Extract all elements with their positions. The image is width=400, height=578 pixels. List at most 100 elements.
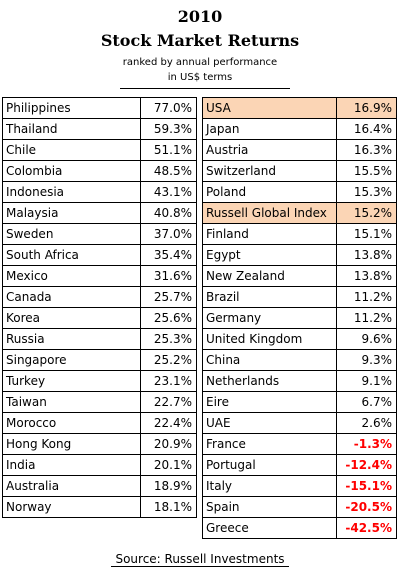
country-cell: Switzerland xyxy=(202,160,337,182)
table-row: Russia 25.3% xyxy=(2,328,197,350)
country-cell: Japan xyxy=(202,118,337,140)
table-row: United Kingdom 9.6% xyxy=(202,328,397,350)
country-cell: Indonesia xyxy=(2,181,141,203)
country-cell: Greece xyxy=(202,517,337,539)
country-cell: Italy xyxy=(202,475,337,497)
table-row: Korea 25.6% xyxy=(2,307,197,329)
return-cell: 25.2% xyxy=(140,349,197,371)
table-row: Poland 15.3% xyxy=(202,181,397,203)
return-cell: 11.2% xyxy=(336,307,397,329)
return-cell: 25.3% xyxy=(140,328,197,350)
country-cell: New Zealand xyxy=(202,265,337,287)
country-cell: USA xyxy=(202,97,337,119)
table-row: Brazil 11.2% xyxy=(202,286,397,308)
return-cell: 23.1% xyxy=(140,370,197,392)
return-cell: 25.7% xyxy=(140,286,197,308)
country-cell: Morocco xyxy=(2,412,141,434)
country-cell: Germany xyxy=(202,307,337,329)
table-row: Portugal -12.4% xyxy=(202,454,397,476)
return-cell: 48.5% xyxy=(140,160,197,182)
ranking-note: ranked by annual performance xyxy=(122,57,278,68)
table-row: Russell Global Index 15.2% xyxy=(202,202,397,224)
return-cell: -12.4% xyxy=(336,454,397,476)
table-row: Netherlands 9.1% xyxy=(202,370,397,392)
country-cell: Russia xyxy=(2,328,141,350)
country-cell: Colombia xyxy=(2,160,141,182)
table-row: USA 16.9% xyxy=(202,97,397,119)
return-cell: 31.6% xyxy=(140,265,197,287)
table-row: France -1.3% xyxy=(202,433,397,455)
country-cell: Norway xyxy=(2,496,141,518)
return-cell: 25.6% xyxy=(140,307,197,329)
return-cell: 13.8% xyxy=(336,265,397,287)
country-cell: Egypt xyxy=(202,244,337,266)
table-row: Taiwan 22.7% xyxy=(2,391,197,413)
table-row: Hong Kong 20.9% xyxy=(2,433,197,455)
table-row: Sweden 37.0% xyxy=(2,223,197,245)
return-cell: 9.3% xyxy=(336,349,397,371)
table-row: Turkey 23.1% xyxy=(2,370,197,392)
table-row: Finland 15.1% xyxy=(202,223,397,245)
return-cell: 9.6% xyxy=(336,328,397,350)
table-row: China 9.3% xyxy=(202,349,397,371)
country-cell: Thailand xyxy=(2,118,141,140)
table-row: Australia 18.9% xyxy=(2,475,197,497)
country-cell: Austria xyxy=(202,139,337,161)
table-row: Morocco 22.4% xyxy=(2,412,197,434)
country-cell: India xyxy=(2,454,141,476)
table-row: Austria 16.3% xyxy=(202,139,397,161)
return-cell: 15.3% xyxy=(336,181,397,203)
country-cell: Russell Global Index xyxy=(202,202,337,224)
note-underline xyxy=(120,88,290,89)
return-cell: 11.2% xyxy=(336,286,397,308)
table-row: Japan 16.4% xyxy=(202,118,397,140)
country-cell: Korea xyxy=(2,307,141,329)
table-row: Eire 6.7% xyxy=(202,391,397,413)
table-row: Singapore 25.2% xyxy=(2,349,197,371)
table-row: Switzerland 15.5% xyxy=(202,160,397,182)
return-cell: 35.4% xyxy=(140,244,197,266)
return-cell: 16.3% xyxy=(336,139,397,161)
table-row: Italy -15.1% xyxy=(202,475,397,497)
table-row: Mexico 31.6% xyxy=(2,265,197,287)
country-cell: Spain xyxy=(202,496,337,518)
country-cell: Eire xyxy=(202,391,337,413)
table-row: Norway 18.1% xyxy=(2,496,197,518)
country-cell: Turkey xyxy=(2,370,141,392)
country-cell: Brazil xyxy=(202,286,337,308)
table-row: South Africa 35.4% xyxy=(2,244,197,266)
return-cell: 6.7% xyxy=(336,391,397,413)
table-row: Philippines 77.0% xyxy=(2,97,197,119)
return-cell: -1.3% xyxy=(336,433,397,455)
table-row: New Zealand 13.8% xyxy=(202,265,397,287)
return-cell: 15.5% xyxy=(336,160,397,182)
return-cell: 15.2% xyxy=(336,202,397,224)
return-cell: 20.1% xyxy=(140,454,197,476)
country-cell: UAE xyxy=(202,412,337,434)
country-cell: Canada xyxy=(2,286,141,308)
return-cell: -15.1% xyxy=(336,475,397,497)
currency-note: in US$ terms xyxy=(167,72,233,83)
return-cell: 51.1% xyxy=(140,139,197,161)
table-row: Indonesia 43.1% xyxy=(2,181,197,203)
country-cell: Malaysia xyxy=(2,202,141,224)
left-returns-table: Philippines 77.0% Thailand 59.3% Chile 51.1% C… xyxy=(2,97,197,518)
return-cell: 13.8% xyxy=(336,244,397,266)
return-cell: 18.9% xyxy=(140,475,197,497)
table-row: UAE 2.6% xyxy=(202,412,397,434)
return-cell: 22.7% xyxy=(140,391,197,413)
country-cell: Hong Kong xyxy=(2,433,141,455)
country-cell: Australia xyxy=(2,475,141,497)
country-cell: Taiwan xyxy=(2,391,141,413)
country-cell: Mexico xyxy=(2,265,141,287)
source-text: Source: Russell Investments xyxy=(111,552,289,567)
country-cell: Philippines xyxy=(2,97,141,119)
return-cell: 22.4% xyxy=(140,412,197,434)
table-row: Greece -42.5% xyxy=(202,517,397,539)
right-returns-table: USA 16.9% Japan 16.4% Austria 16.3% Switzerlan… xyxy=(202,97,397,539)
return-cell: 15.1% xyxy=(336,223,397,245)
country-cell: South Africa xyxy=(2,244,141,266)
country-cell: China xyxy=(202,349,337,371)
return-cell: 18.1% xyxy=(140,496,197,518)
year-title: 2010 xyxy=(177,7,223,26)
